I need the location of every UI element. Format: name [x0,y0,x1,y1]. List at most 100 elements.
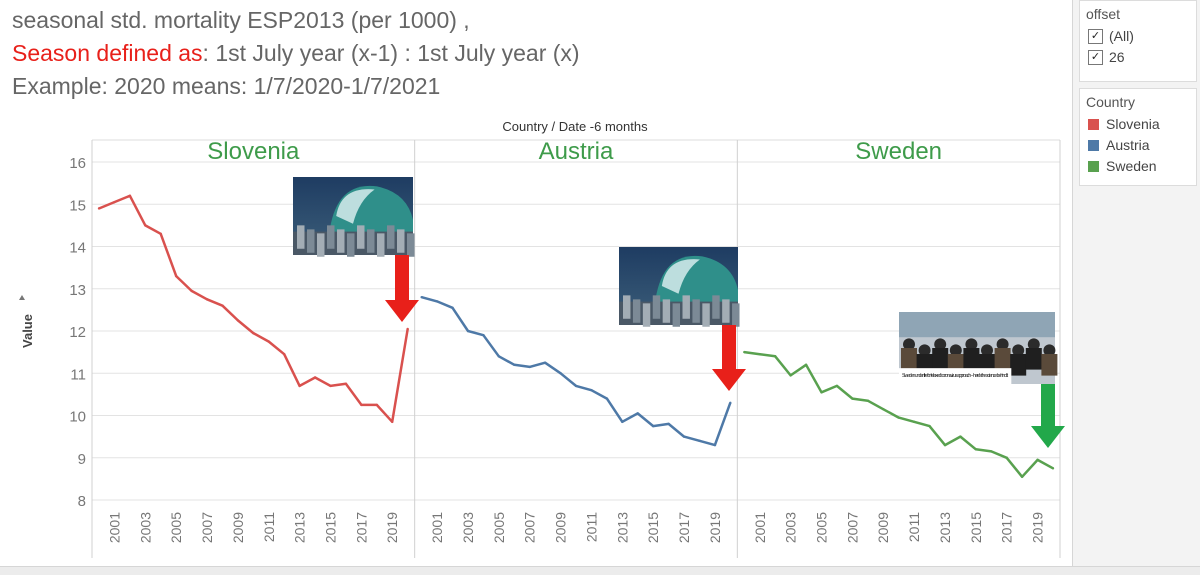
data-point [959,435,962,438]
data-point [329,384,332,388]
data-point [621,420,624,424]
data-point [1005,456,1008,459]
data-point [174,274,178,278]
legend-swatch [1088,139,1099,151]
x-tick-label: 2005 [491,512,507,543]
building [347,233,355,257]
person-body [1025,348,1042,370]
filter-option-label: (All) [1109,28,1134,44]
x-tick-label: 2001 [429,512,445,543]
data-point [667,422,670,426]
building [652,295,661,319]
building [692,299,700,323]
x-tick-label: 2005 [814,512,830,543]
data-point [729,401,732,405]
x-tick-label: 2009 [230,512,246,543]
filter-card: offset ✓ (All) ✓ 26 [1079,0,1197,82]
y-tick-label: 13 [69,282,86,299]
filter-option-all[interactable]: ✓ (All) [1088,28,1196,44]
data-point [1036,458,1039,462]
x-tick-label: 2005 [168,512,184,543]
legend-item-austria[interactable]: Austria [1088,137,1196,153]
x-tick-label: 2013 [937,512,953,543]
data-point [774,355,777,358]
data-point [298,384,301,388]
legend-item-slovenia[interactable]: Slovenia [1088,116,1196,132]
x-tick-label: 2013 [292,512,308,543]
arrow-shaft [1041,384,1055,426]
panel-title-sweden: Sweden [855,138,942,165]
data-point [267,340,270,343]
data-point [897,416,900,419]
data-point [605,397,609,400]
person-body [1041,354,1058,376]
data-point [420,296,423,299]
checkbox-checked-icon[interactable]: ✓ [1088,28,1103,44]
legend-label: Slovenia [1106,116,1160,132]
legend-card: Country Slovenia Austria Sweden [1079,88,1197,186]
building [317,233,325,257]
caption-box [899,368,1012,384]
data-point [713,443,717,447]
data-point [851,397,854,400]
data-point [406,327,409,331]
arrow-head [385,300,419,322]
data-point [190,289,193,293]
data-point [682,435,686,438]
person-head [965,338,978,351]
x-tick-label: 2003 [460,512,476,543]
header: seasonal std. mortality ESP2013 (per 100… [12,4,1062,103]
filter-option-26[interactable]: ✓ 26 [1088,49,1196,65]
data-point [882,407,885,411]
photo-sky [899,312,1055,338]
x-tick-label: 2019 [1030,512,1046,543]
x-tick-label: 2015 [968,512,984,543]
data-point [391,420,394,424]
x-tick-label: 2015 [645,512,661,543]
person-head [981,344,993,357]
data-point [283,353,286,356]
legend-item-sweden[interactable]: Sweden [1088,158,1196,174]
wave-foam [661,259,700,294]
arrow-head [712,369,746,391]
x-tick-label: 2007 [522,512,538,543]
building [682,295,690,319]
person-head [903,338,915,351]
y-tick-label: 11 [70,366,86,383]
data-point [804,363,808,366]
data-point [574,384,578,388]
x-tick-label: 2019 [707,512,723,543]
data-point [513,363,516,366]
checkbox-checked-icon[interactable]: ✓ [1088,49,1103,65]
x-tick-label: 2017 [676,512,692,543]
person-head [1043,344,1056,357]
data-point [435,300,439,303]
building [387,225,395,249]
y-tick-label: 12 [69,324,86,341]
person-head [1012,344,1025,357]
y-tick-label: 16 [69,155,86,172]
data-point [789,374,792,377]
wave-foam [336,189,375,224]
building [702,303,710,327]
building [732,303,740,327]
arrow-shaft [722,325,736,369]
building [377,233,385,257]
data-point [159,232,162,236]
chart: Country / Date -6 months Value 8 9 10 11 12 13 1… [19,119,1065,558]
bottom-scrollbar[interactable] [0,566,1200,575]
data-point [974,448,978,451]
title-line: seasonal std. mortality ESP2013 (per 100… [12,7,470,33]
x-tick-label: 2007 [844,512,860,543]
arrow-shaft [395,255,409,300]
data-point [221,304,224,307]
person-head [918,344,931,357]
person-body [963,348,980,370]
building [623,295,631,319]
legend-label: Sweden [1106,158,1157,174]
building [672,303,681,327]
data-point [482,334,485,337]
panel-title-slovenia: Slovenia [207,138,300,165]
person-head [949,344,962,357]
y-tick-label: 9 [78,451,86,468]
